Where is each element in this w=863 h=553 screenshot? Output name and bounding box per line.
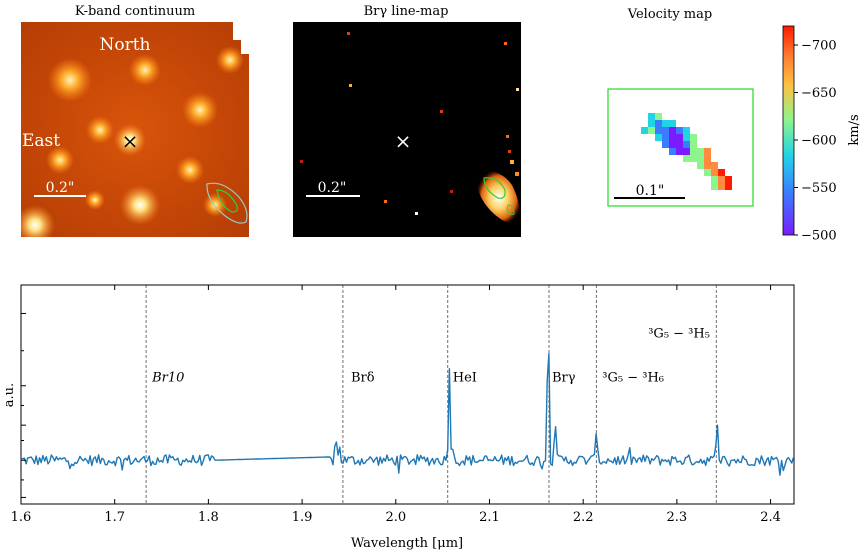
line-label: ³G₅ − ³H₅ — [648, 327, 710, 342]
velocity-pixel — [718, 169, 725, 176]
velocity-pixel — [676, 141, 683, 148]
velocity-pixel — [655, 120, 662, 127]
velocity-pixel — [683, 134, 690, 141]
velocity-pixel — [711, 162, 718, 169]
velocity-pixel — [676, 127, 683, 134]
y-axis-label: a.u. — [2, 383, 17, 407]
x-axis-label: Wavelength [μm] — [351, 536, 463, 551]
velocity-pixel — [662, 120, 669, 127]
plot-frame — [20, 284, 795, 505]
kband-title: K-band continuum — [75, 4, 195, 19]
line-label: ³G₅ − ³H₆ — [602, 370, 664, 385]
velocity-pixel — [669, 127, 676, 134]
velocity-pixel — [690, 155, 697, 162]
velocity-pixel — [718, 176, 725, 183]
velocity-pixel — [676, 134, 683, 141]
velocity-pixel — [683, 155, 690, 162]
velocity-pixel — [655, 134, 662, 141]
velocity-pixel — [690, 141, 697, 148]
line-markers — [145, 285, 717, 504]
kband-scale-label: 0.2" — [46, 180, 75, 196]
velocity-pixels — [641, 113, 732, 190]
x-tick-label: 2.3 — [667, 510, 688, 525]
velocity-pixel — [704, 169, 711, 176]
east-label: East — [22, 131, 60, 151]
velocity-pixel — [676, 148, 683, 155]
x-tick-label: 1.6 — [11, 510, 32, 525]
line-label: Br10 — [151, 370, 184, 385]
velocity-pixel — [711, 169, 718, 176]
kband-panel: K-band continuum North East × 0.2" — [21, 4, 249, 237]
x-tick-label: 2.4 — [760, 510, 781, 525]
velocity-pixel — [648, 120, 655, 127]
line-label: Brδ — [351, 370, 375, 385]
velocity-pixel — [662, 134, 669, 141]
brg-title: Brγ line-map — [364, 4, 449, 19]
x-tick-label: 2.1 — [479, 510, 500, 525]
velocity-scale-label: 0.1" — [636, 183, 665, 199]
x-axis-ticks: 1.6 1.7 1.8 1.9 2.0 2.1 2.2 2.3 2.4 — [11, 285, 781, 525]
velocity-pixel — [662, 127, 669, 134]
colorbar-label: km/s — [847, 114, 862, 145]
colorbar: −700 −650 −600 −550 −500 km/s — [782, 25, 862, 244]
velocity-pixel — [697, 162, 704, 169]
velocity-pixel — [648, 127, 655, 134]
velocity-pixel — [655, 127, 662, 134]
velocity-pixel — [697, 148, 704, 155]
colorbar-gradient — [782, 25, 795, 236]
velocity-panel: Velocity map 0.1" — [607, 7, 754, 207]
velocity-pixel — [655, 113, 662, 120]
colorbar-tick-label: −550 — [801, 181, 837, 196]
colorbar-tick-label: −600 — [801, 134, 837, 149]
velocity-pixel — [669, 141, 676, 148]
spectrum-chart: 1.6 1.7 1.8 1.9 2.0 2.1 2.2 2.3 2.4 Br10 Brδ HeI Br… — [2, 284, 795, 551]
velocity-pixel — [683, 148, 690, 155]
north-label: North — [99, 35, 150, 55]
y-axis-ticks — [21, 312, 26, 498]
brg-noise-pixels — [300, 32, 519, 215]
velocity-pixel — [711, 183, 718, 190]
velocity-pixel — [648, 113, 655, 120]
velocity-frame — [607, 88, 754, 207]
colorbar-ticks: −700 −650 −600 −550 −500 — [794, 39, 837, 244]
velocity-pixel — [725, 183, 732, 190]
velocity-pixel — [669, 134, 676, 141]
spectrum-series-line — [20, 352, 795, 476]
line-label: Brγ — [552, 370, 576, 385]
velocity-pixel — [683, 127, 690, 134]
x-tick-label: 1.8 — [198, 510, 219, 525]
velocity-pixel — [725, 176, 732, 183]
x-tick-label: 2.0 — [385, 510, 406, 525]
velocity-pixel — [669, 120, 676, 127]
velocity-pixel — [662, 141, 669, 148]
brg-marker: × — [395, 129, 412, 153]
brg-panel: Brγ line-map × 0.2" — [293, 4, 521, 237]
x-tick-label: 2.2 — [573, 510, 594, 525]
line-labels: Br10 Brδ HeI Brγ ³G₅ − ³H₆ ³G₅ − ³H₅ — [151, 327, 710, 386]
x-tick-label: 1.9 — [292, 510, 313, 525]
colorbar-tick-label: −500 — [801, 229, 837, 244]
velocity-pixel — [690, 148, 697, 155]
brg-scale-label: 0.2" — [318, 180, 347, 196]
line-label: HeI — [453, 370, 477, 385]
velocity-pixel — [704, 162, 711, 169]
x-tick-label: 1.7 — [104, 510, 125, 525]
velocity-pixel — [690, 134, 697, 141]
colorbar-tick-label: −650 — [801, 86, 837, 101]
colorbar-tick-label: −700 — [801, 39, 837, 54]
velocity-pixel — [683, 141, 690, 148]
velocity-pixel — [718, 183, 725, 190]
velocity-title: Velocity map — [627, 7, 712, 22]
velocity-pixel — [711, 176, 718, 183]
kband-marker: × — [122, 129, 139, 153]
velocity-pixel — [704, 155, 711, 162]
kband-image — [21, 22, 249, 237]
brg-image — [293, 22, 521, 237]
velocity-pixel — [704, 148, 711, 155]
velocity-pixel — [641, 127, 648, 134]
velocity-pixel — [697, 155, 704, 162]
velocity-pixel — [669, 148, 676, 155]
